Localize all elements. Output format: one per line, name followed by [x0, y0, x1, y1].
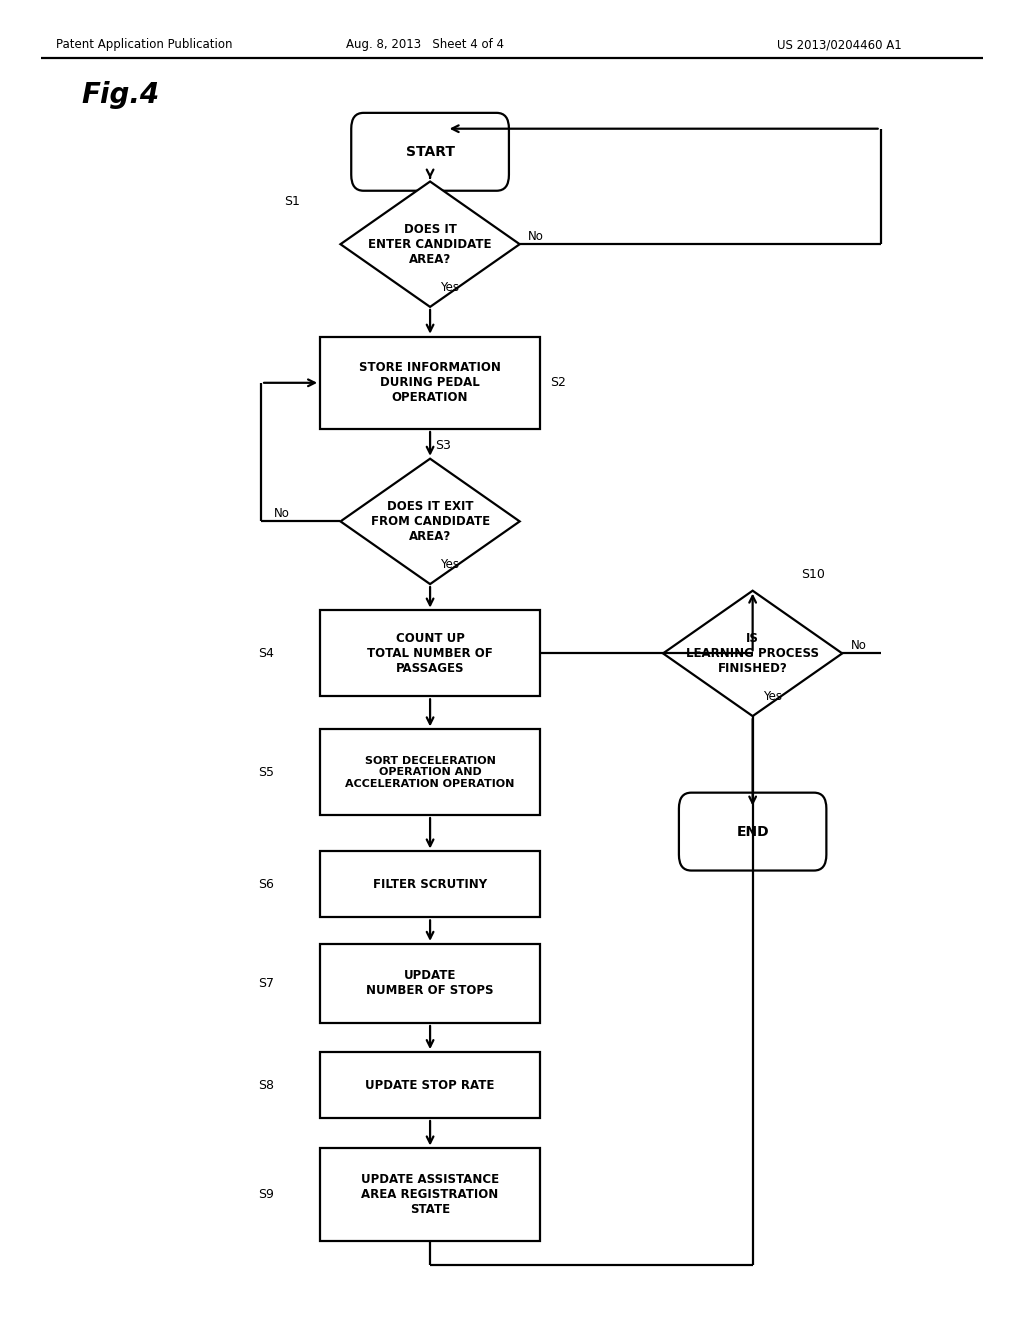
Text: FILTER SCRUTINY: FILTER SCRUTINY: [373, 878, 487, 891]
Text: Aug. 8, 2013   Sheet 4 of 4: Aug. 8, 2013 Sheet 4 of 4: [346, 38, 504, 51]
Text: US 2013/0204460 A1: US 2013/0204460 A1: [777, 38, 902, 51]
Text: Yes: Yes: [763, 690, 782, 702]
Text: Yes: Yes: [440, 281, 460, 293]
Text: No: No: [274, 507, 290, 520]
Text: Yes: Yes: [440, 558, 460, 570]
Bar: [319, 337, 541, 429]
Text: STORE INFORMATION
DURING PEDAL
OPERATION: STORE INFORMATION DURING PEDAL OPERATION: [359, 362, 501, 404]
Text: START: START: [406, 145, 455, 158]
Polygon shape: [664, 591, 842, 715]
Bar: [319, 1052, 541, 1118]
Bar: [319, 729, 541, 816]
Text: DOES IT
ENTER CANDIDATE
AREA?: DOES IT ENTER CANDIDATE AREA?: [369, 223, 492, 265]
Polygon shape: [340, 459, 519, 583]
Bar: [319, 610, 541, 697]
Text: S7: S7: [258, 977, 274, 990]
Bar: [319, 851, 541, 917]
FancyBboxPatch shape: [351, 112, 509, 190]
Bar: [319, 944, 541, 1023]
Text: Patent Application Publication: Patent Application Publication: [56, 38, 232, 51]
Text: UPDATE
NUMBER OF STOPS: UPDATE NUMBER OF STOPS: [367, 969, 494, 998]
FancyBboxPatch shape: [679, 792, 826, 871]
Polygon shape: [340, 181, 519, 308]
Text: S10: S10: [801, 569, 825, 581]
Text: S6: S6: [258, 878, 274, 891]
Text: Fig.4: Fig.4: [82, 81, 160, 110]
Text: IS
LEARNING PROCESS
FINISHED?: IS LEARNING PROCESS FINISHED?: [686, 632, 819, 675]
Text: S2: S2: [551, 376, 566, 389]
Text: END: END: [736, 825, 769, 838]
Bar: [319, 1148, 541, 1241]
Text: S4: S4: [258, 647, 274, 660]
Text: No: No: [850, 639, 866, 652]
Text: S5: S5: [258, 766, 274, 779]
Text: S3: S3: [435, 440, 452, 451]
Text: S8: S8: [258, 1078, 274, 1092]
Text: UPDATE STOP RATE: UPDATE STOP RATE: [366, 1078, 495, 1092]
Text: DOES IT EXIT
FROM CANDIDATE
AREA?: DOES IT EXIT FROM CANDIDATE AREA?: [371, 500, 489, 543]
Text: UPDATE ASSISTANCE
AREA REGISTRATION
STATE: UPDATE ASSISTANCE AREA REGISTRATION STAT…: [361, 1173, 499, 1216]
Text: No: No: [528, 230, 544, 243]
Text: S1: S1: [285, 195, 300, 207]
Text: SORT DECELERATION
OPERATION AND
ACCELERATION OPERATION: SORT DECELERATION OPERATION AND ACCELERA…: [345, 755, 515, 789]
Text: S9: S9: [258, 1188, 274, 1201]
Text: COUNT UP
TOTAL NUMBER OF
PASSAGES: COUNT UP TOTAL NUMBER OF PASSAGES: [368, 632, 493, 675]
